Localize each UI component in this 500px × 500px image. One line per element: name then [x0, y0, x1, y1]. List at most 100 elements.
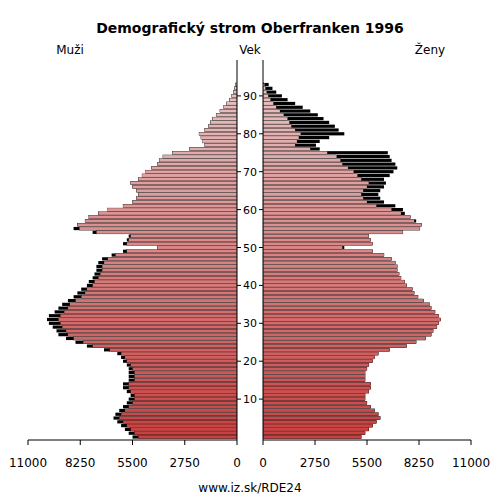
bar	[263, 432, 365, 435]
bar-common	[136, 197, 237, 200]
bar-common	[263, 379, 365, 382]
bar-common	[199, 132, 237, 135]
bar-common	[125, 409, 237, 412]
bar-common	[263, 432, 365, 435]
bar	[263, 91, 276, 94]
y-tick-label: 80	[243, 128, 257, 141]
bar	[159, 159, 237, 162]
bar-common	[232, 94, 237, 97]
bar	[263, 295, 418, 298]
bar-common	[134, 394, 237, 397]
bar	[263, 227, 420, 230]
bar-common	[263, 344, 407, 347]
bar	[138, 193, 237, 196]
bar	[96, 269, 237, 272]
bar-common	[108, 208, 237, 211]
bar	[263, 204, 395, 207]
bar-common	[233, 91, 237, 94]
bar	[263, 348, 390, 351]
bar	[74, 227, 237, 230]
bar	[263, 265, 397, 268]
bar-common	[134, 375, 237, 378]
bar-common	[131, 363, 237, 366]
bar	[53, 325, 237, 328]
bar	[263, 344, 407, 347]
bar	[49, 322, 237, 325]
bar-common	[263, 231, 403, 234]
bar-common	[157, 163, 237, 166]
bar-common	[227, 102, 237, 105]
bar-common	[263, 185, 367, 188]
bar	[93, 231, 237, 234]
bar-common	[159, 159, 237, 162]
y-tick	[259, 95, 263, 96]
bar	[263, 83, 269, 86]
bar-common	[263, 314, 439, 317]
bar	[263, 212, 405, 215]
bar	[127, 363, 237, 366]
bar-common	[89, 216, 237, 219]
series-label: Muži	[56, 43, 84, 57]
bar-common	[136, 189, 237, 192]
bar-common	[224, 106, 237, 109]
bar	[76, 341, 238, 344]
y-tick-label: 10	[243, 393, 257, 406]
bar	[224, 106, 237, 109]
bar-common	[263, 91, 267, 94]
bar	[263, 235, 369, 238]
bar-common	[263, 257, 392, 260]
bar	[263, 151, 388, 154]
bar-common	[263, 98, 271, 101]
bar-common	[134, 371, 237, 374]
title: Demografický strom Oberfranken 1996	[96, 20, 404, 36]
bar-common	[263, 102, 273, 105]
bar-common	[102, 265, 237, 268]
y-tick	[259, 209, 263, 210]
bar	[205, 144, 237, 147]
bar-common	[64, 310, 237, 313]
bar	[199, 132, 237, 135]
bar	[127, 390, 237, 393]
bar	[49, 314, 237, 317]
bar	[55, 310, 237, 313]
bar	[74, 295, 237, 298]
bar-common	[263, 303, 429, 306]
bar	[263, 299, 424, 302]
bar	[96, 265, 237, 268]
bar-common	[263, 151, 327, 154]
bar-common	[263, 174, 358, 177]
bar	[263, 257, 392, 260]
bar	[129, 375, 237, 378]
axis-label: Vek	[239, 43, 261, 57]
bar	[263, 159, 392, 162]
bar-common	[263, 132, 301, 135]
bar-common	[263, 322, 439, 325]
bar-common	[263, 356, 375, 359]
bar	[138, 178, 237, 181]
bar	[263, 246, 344, 249]
bar	[263, 117, 324, 120]
bar	[201, 136, 237, 139]
bar	[263, 178, 384, 181]
bar-common	[263, 193, 361, 196]
bar	[263, 371, 365, 374]
bar-common	[60, 322, 237, 325]
x-tick	[132, 440, 133, 445]
bar	[119, 409, 237, 412]
bar-common	[263, 390, 369, 393]
x-tick	[184, 440, 185, 445]
bar	[263, 409, 375, 412]
y-tick-label: 40	[243, 279, 257, 292]
x-tick	[471, 440, 472, 445]
bar-common	[263, 155, 337, 158]
bar	[263, 413, 378, 416]
bar	[104, 348, 237, 351]
bar-common	[263, 352, 378, 355]
bar	[263, 170, 393, 173]
source: www.iz.sk/RDE24	[198, 481, 301, 495]
y-tick	[259, 285, 263, 286]
bar-common	[263, 136, 299, 139]
bar	[95, 272, 238, 275]
bar	[117, 352, 237, 355]
x-tick-label: 2750	[300, 456, 331, 470]
